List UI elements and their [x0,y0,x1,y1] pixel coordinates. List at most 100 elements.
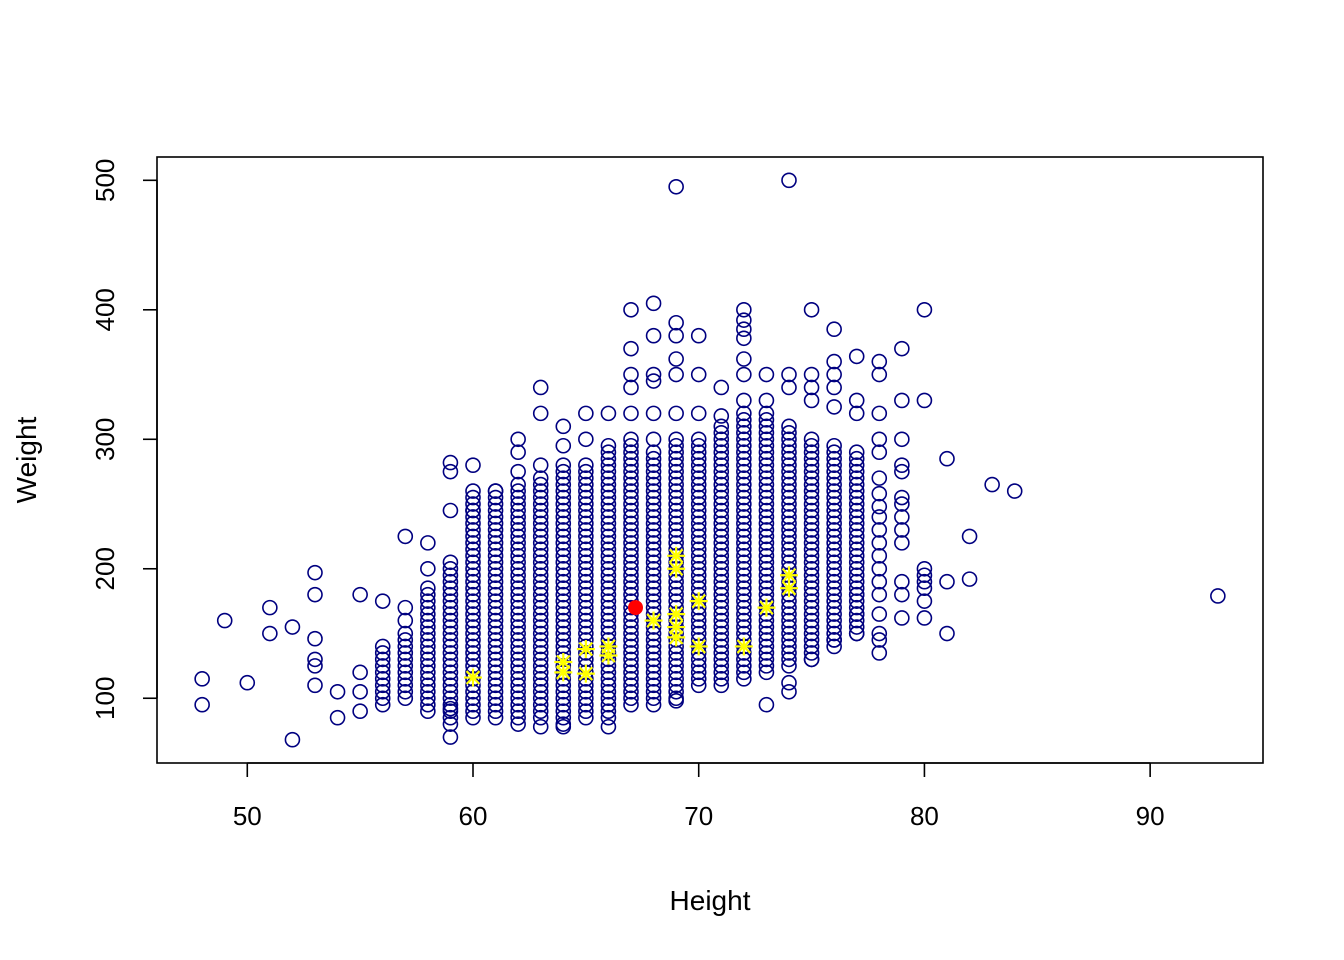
data-point [645,548,662,564]
data-point [848,463,865,480]
data-point [487,632,504,648]
data-point [555,593,572,609]
data-point [420,658,436,674]
data-point [736,606,752,622]
data-point [623,379,639,396]
data-point [736,528,752,545]
highlight-point [576,640,595,659]
data-point [532,709,549,726]
data-point [532,606,549,622]
data-point [645,651,662,668]
data-point [600,463,617,480]
data-point [871,645,888,661]
data-point [713,408,730,424]
data-point [578,457,594,473]
data-point [803,502,820,519]
data-point [803,599,820,616]
data-point [894,535,910,551]
data-point [465,554,481,571]
data-point [510,658,526,674]
data-point [600,580,617,596]
data-point [510,671,526,687]
data-point [713,554,730,571]
data-point [826,366,842,383]
data-point [690,528,707,545]
data-point [758,632,775,648]
data-point [645,463,662,480]
data-point [713,437,730,454]
data-point [442,671,459,687]
data-point [487,612,504,629]
data-point [532,489,549,506]
data-point [487,619,504,635]
data-point [803,522,820,538]
data-point [374,593,391,609]
data-point [578,476,594,493]
data-point [826,541,842,558]
data-point [668,366,684,383]
data-point [420,586,436,603]
data-point [465,645,481,661]
data-point [645,586,662,603]
data-point [420,690,436,707]
data-point [758,580,775,596]
data-point [668,528,684,545]
data-point [826,496,842,512]
data-point [600,671,617,687]
data-point [848,457,865,473]
data-point [487,548,504,564]
data-point [803,509,820,525]
x-tick-label: 60 [459,801,488,831]
data-point [510,522,526,538]
data-point [645,528,662,545]
data-point [645,658,662,674]
data-point [578,528,594,545]
data-point [736,671,752,687]
data-point [736,554,752,571]
data-point [826,476,842,493]
data-point [600,586,617,603]
data-point [578,405,594,422]
data-point [623,580,639,596]
data-point [645,457,662,473]
data-point [442,690,459,707]
data-point [803,476,820,493]
data-point [848,528,865,545]
data-point [578,696,594,713]
data-point [871,366,888,383]
data-point [781,379,797,396]
data-point [668,683,684,700]
data-point [736,301,752,318]
data-point [848,522,865,538]
data-point [1210,588,1226,604]
data-point [713,560,730,577]
data-point [690,548,707,564]
data-point [690,327,707,344]
data-point [645,515,662,532]
data-point [848,483,865,499]
data-point [465,573,481,590]
x-axis: 50 60 70 80 90 [233,762,1165,831]
data-point [555,612,572,629]
data-point [871,353,888,370]
data-point [578,515,594,532]
data-point [826,580,842,596]
data-point [442,593,459,609]
data-point [781,509,797,525]
data-point [781,625,797,642]
data-point [487,606,504,622]
data-point [781,645,797,661]
data-point [848,509,865,525]
data-point [690,677,707,694]
data-point [442,463,459,480]
data-point [555,476,572,493]
data-point [826,457,842,473]
data-point [781,638,797,655]
data-point [645,535,662,551]
highlight-point [464,668,482,687]
data-point [916,301,933,318]
data-point [555,554,572,571]
data-point [758,619,775,635]
data-point [194,696,210,713]
